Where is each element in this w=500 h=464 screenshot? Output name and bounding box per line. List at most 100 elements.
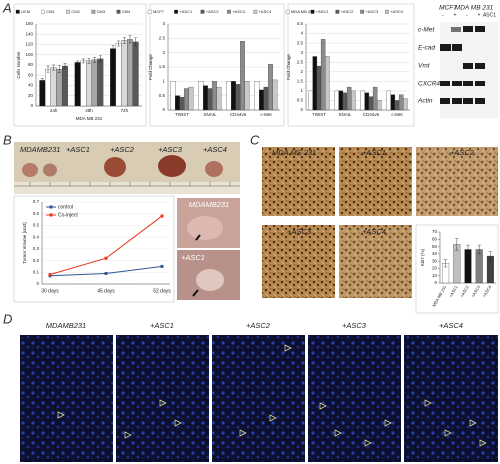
bar [364, 92, 370, 111]
y-tick-label: 0.5 [33, 223, 40, 228]
y-axis-label: Fold Change [148, 54, 153, 80]
y-tick-label: 60 [28, 72, 34, 77]
legend-label: CM2 [71, 9, 80, 14]
legend-swatch [91, 9, 96, 14]
tumor-label: +ASC3 [158, 145, 183, 154]
blot-treatment: ASC1 [483, 12, 496, 18]
y-tick-label: 30 [432, 258, 438, 263]
error-bar [128, 35, 132, 44]
y-tick-label: 0.5 [159, 93, 166, 98]
bar [121, 40, 128, 107]
bar [61, 65, 68, 107]
x-axis-label: MDA MB 231 [76, 116, 103, 121]
y-tick-label: 80 [28, 62, 34, 67]
bar [360, 90, 365, 111]
y-tick-label: 0.7 [33, 199, 40, 204]
error-bar [40, 78, 44, 83]
bar [316, 65, 322, 111]
blot-lane: + [478, 12, 481, 18]
x-tick-label: +ASC1 [448, 284, 459, 298]
bar [188, 86, 194, 111]
ihc-label: +ASC2 [450, 148, 475, 157]
bar [312, 56, 318, 111]
blot-row: E-cad [418, 45, 435, 52]
point [160, 214, 164, 218]
bar [91, 59, 98, 107]
bar [132, 41, 139, 107]
error-bar [477, 244, 481, 255]
legend-marker [49, 205, 53, 209]
legend-label: CM1 [46, 9, 55, 14]
y-tick-label: 0.6 [33, 211, 40, 216]
y-tick-label: 0 [30, 103, 33, 108]
x-tick-label: c-Met [260, 112, 272, 117]
error-bar [443, 259, 448, 268]
y-tick-label: 160 [25, 21, 33, 26]
mouse-label: MDAMB231 [189, 200, 229, 209]
error-bar [117, 40, 121, 47]
error-bar [488, 251, 493, 261]
bar [386, 90, 391, 111]
y-tick-label: 0 [300, 107, 303, 112]
legend-swatch [15, 9, 20, 14]
y-tick-label: 1.5 [159, 64, 166, 69]
blot-group: MCF7 [439, 5, 457, 12]
error-bar [81, 58, 85, 64]
y-tick-label: 0.3 [33, 246, 40, 251]
legend-swatch [116, 9, 121, 14]
bar [170, 81, 176, 111]
x-tick-label: MDA MB 231 [431, 284, 448, 308]
bar [394, 100, 400, 111]
y-tick-label: 0 [434, 280, 437, 285]
y-tick-label: 2 [300, 69, 303, 74]
bar [259, 89, 264, 111]
y-tick-label: 20 [28, 93, 34, 98]
y-tick-label: 1 [162, 79, 165, 84]
bar [212, 81, 217, 111]
x-tick-label: 72h [121, 108, 129, 113]
x-tick-label: 52 days [153, 288, 171, 294]
bar [325, 56, 330, 111]
blot-lane: - [466, 12, 468, 18]
legend-label: +ASC4 [259, 9, 273, 14]
bar [390, 94, 396, 111]
bar [268, 63, 273, 111]
y-tick-label: 40 [432, 251, 438, 256]
y-tick-label: 20 [432, 266, 438, 271]
bar [368, 96, 374, 111]
legend-label: MDA MB 231 [291, 9, 315, 14]
chart-frame [415, 224, 499, 314]
bar [226, 81, 232, 111]
chart-frame [13, 3, 147, 127]
point [104, 271, 108, 275]
fluorescence-label: +ASC3 [342, 321, 367, 330]
western-blot: MCF7 MDA MB 231 ASC1 - + - + c-Met E-cad… [417, 5, 498, 118]
y-tick-label: 0.4 [33, 234, 40, 239]
legend-swatch [285, 9, 290, 14]
legend-label: +ASC2 [206, 9, 220, 14]
legend-label: CM4 [122, 9, 131, 14]
y-tick-label: 140 [25, 31, 33, 36]
y-tick-label: 4 [300, 31, 303, 36]
tumor-label: +ASC4 [203, 145, 227, 154]
legend-swatch [253, 9, 258, 14]
x-tick-label: +ASC3 [470, 284, 481, 298]
legend-swatch [385, 9, 389, 14]
x-tick-label: c-Met [391, 112, 403, 117]
error-bar [122, 37, 126, 44]
y-tick-label: 0 [162, 107, 165, 112]
y-tick-label: 60 [432, 236, 438, 241]
y-tick-label: 0 [36, 281, 39, 286]
blot-group: MDA MB 231 [455, 5, 494, 12]
y-tick-label: 120 [25, 42, 33, 47]
error-bar [466, 244, 470, 255]
legend-label: control [58, 204, 73, 210]
point [104, 256, 108, 260]
legend-label: MCF7 [153, 9, 165, 14]
error-bar [455, 238, 459, 251]
legend-label: +ASC3 [365, 9, 379, 14]
error-bar [134, 37, 138, 47]
bar [372, 86, 378, 111]
mouse-photos: MDAMB231 +ASC1 [177, 198, 240, 300]
